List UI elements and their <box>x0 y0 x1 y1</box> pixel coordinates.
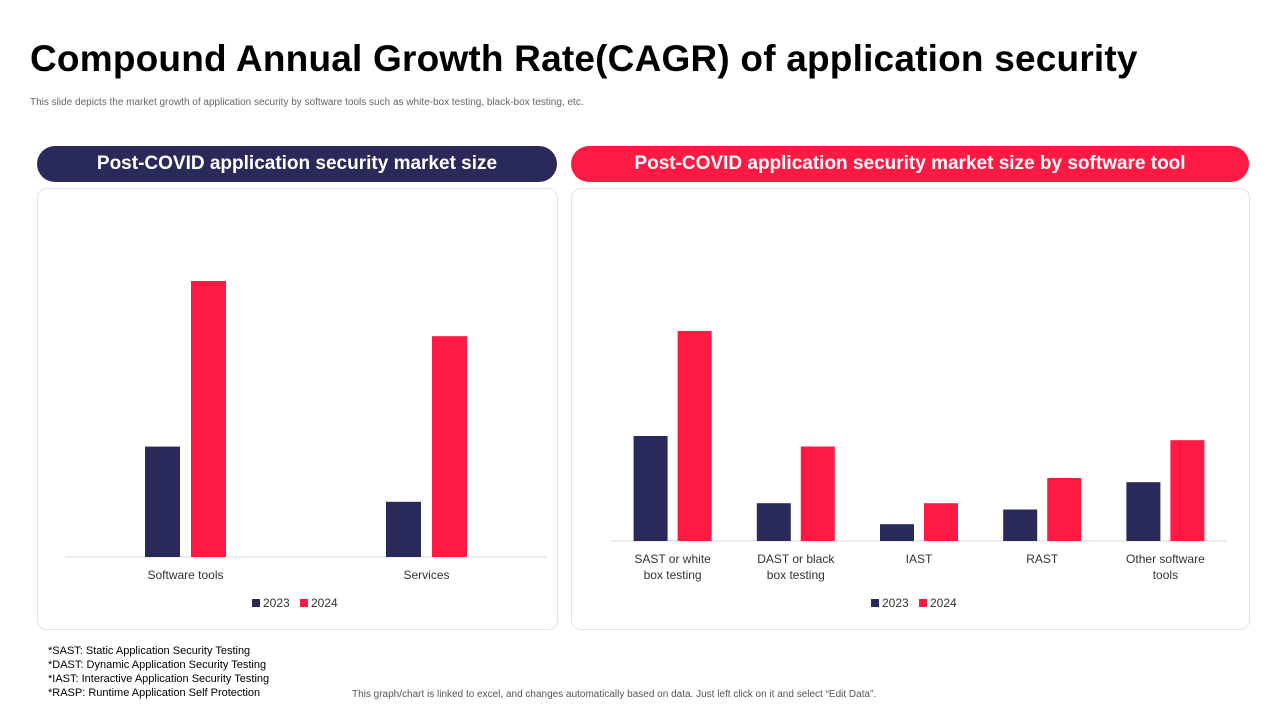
legend-label-2023: 2023 <box>882 596 909 610</box>
page-subtitle: This slide depicts the market growth of … <box>30 97 584 108</box>
bar-services-2023[interactable] <box>386 501 421 557</box>
legend-swatch-2024 <box>300 599 308 607</box>
footnotes: *SAST: Static Application Security Testi… <box>48 644 269 700</box>
legend-label-2023: 2023 <box>263 596 290 610</box>
bar-sast-or-white-box-testing-2024[interactable] <box>677 331 712 541</box>
footnote-dast: *DAST: Dynamic Application Security Test… <box>48 659 267 671</box>
right-chart-panel[interactable]: SAST or white box testing DAST or black box… <box>571 188 1250 630</box>
bar-dast-or-black-box-testing-2023[interactable] <box>756 503 791 541</box>
bar-software-tools-2023[interactable] <box>145 446 180 557</box>
x-tick-label: tools <box>1153 568 1178 582</box>
x-tick-label: box testing <box>767 568 825 582</box>
x-tick-label: DAST or black <box>757 552 835 566</box>
bar-other-software-tools-2023[interactable] <box>1126 482 1161 541</box>
footnote-iast: *IAST: Interactive Application Security … <box>48 673 270 685</box>
x-tick-label: Software tools <box>147 568 223 582</box>
left-chart-header: Post-COVID application security market s… <box>37 146 557 182</box>
x-tick-label: SAST or white <box>634 552 711 566</box>
bar-services-2024[interactable] <box>432 336 467 557</box>
bar-rast-2024[interactable] <box>1047 478 1082 541</box>
legend-swatch-2023 <box>871 599 879 607</box>
bar-iast-2024[interactable] <box>924 503 958 541</box>
legend-swatch-2024 <box>919 599 927 607</box>
x-tick-label: box testing <box>644 568 702 582</box>
footnote-rasp: *RASP: Runtime Application Self Protecti… <box>48 687 261 699</box>
left-bar-chart[interactable]: Software tools Services 2023 2024 <box>38 189 557 629</box>
legend-label-2024: 2024 <box>311 596 338 610</box>
x-tick-label: RAST <box>1026 552 1059 566</box>
bar-rast-2023[interactable] <box>1003 509 1038 542</box>
bar-iast-2023[interactable] <box>880 524 914 541</box>
legend-label-2024: 2024 <box>930 596 957 610</box>
x-tick-label: Services <box>403 568 449 582</box>
right-bar-chart[interactable]: SAST or white box testing DAST or black box… <box>572 189 1249 629</box>
bar-software-tools-2024[interactable] <box>191 281 226 557</box>
x-tick-label: Other software <box>1126 552 1205 566</box>
x-tick-label: IAST <box>906 552 933 566</box>
footnote-sast: *SAST: Static Application Security Testi… <box>48 645 251 657</box>
footer-note: This graph/chart is linked to excel, and… <box>352 689 877 700</box>
legend-swatch-2023 <box>252 599 260 607</box>
bar-other-software-tools-2024[interactable] <box>1170 440 1205 541</box>
left-chart-panel[interactable]: Software tools Services 2023 2024 <box>37 188 558 630</box>
bar-dast-or-black-box-testing-2024[interactable] <box>800 446 835 542</box>
right-chart-header: Post-COVID application security market s… <box>571 146 1249 182</box>
page-title: Compound Annual Growth Rate(CAGR) of app… <box>30 38 1138 79</box>
bar-sast-or-white-box-testing-2023[interactable] <box>633 436 668 541</box>
